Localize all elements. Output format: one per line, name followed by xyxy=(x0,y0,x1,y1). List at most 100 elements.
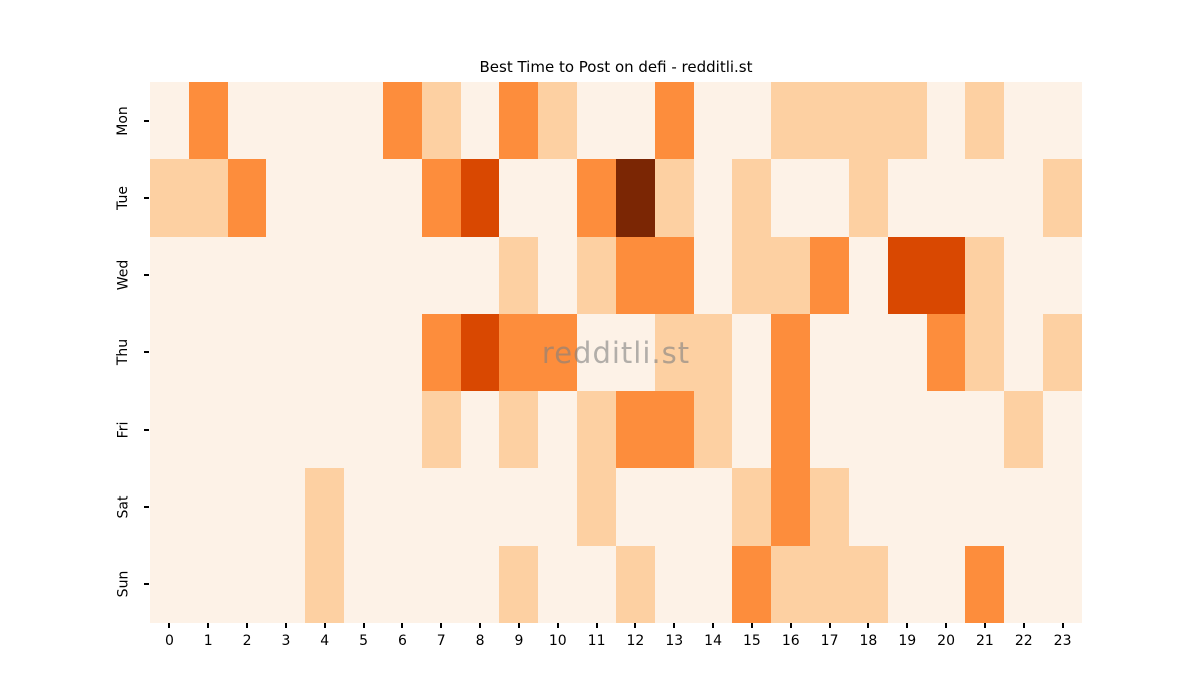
heatmap-cell-Tue-23 xyxy=(1043,159,1082,237)
heatmap-cell-Fri-19 xyxy=(887,391,927,469)
heatmap-cell-Thu-1 xyxy=(188,313,228,392)
heatmap-cell-Sun-9 xyxy=(499,545,539,623)
heatmap-cell-Sat-1 xyxy=(188,468,228,546)
heatmap-cell-Sun-3 xyxy=(266,545,306,623)
heatmap-cell-Thu-14 xyxy=(693,313,733,392)
heatmap-cell-Thu-4 xyxy=(305,313,345,392)
heatmap-cell-Sat-3 xyxy=(266,468,306,546)
heatmap-cell-Tue-5 xyxy=(344,159,383,237)
heatmap-cell-Tue-20 xyxy=(926,159,966,237)
heatmap-cell-Thu-18 xyxy=(848,313,888,392)
heatmap-cell-Sun-1 xyxy=(188,545,228,623)
x-tick-mark xyxy=(849,623,888,628)
heatmap-cell-Thu-3 xyxy=(266,313,306,392)
heatmap-cell-Thu-23 xyxy=(1043,313,1082,392)
y-tick-mark xyxy=(144,546,149,623)
heatmap-cell-Tue-11 xyxy=(577,159,616,237)
heatmap-cell-Thu-2 xyxy=(227,313,267,392)
y-tick-label-text: Fri xyxy=(115,421,131,439)
x-tick-label-15: 15 xyxy=(742,633,761,649)
heatmap-cell-Sat-19 xyxy=(887,468,927,546)
heatmap-cell-Wed-1 xyxy=(188,236,228,314)
x-tick-mark xyxy=(383,623,422,628)
heatmap-cell-Sun-21 xyxy=(965,545,1005,623)
heatmap-cell-Sat-17 xyxy=(810,468,849,546)
heatmap-cell-Tue-1 xyxy=(188,159,228,237)
heatmap-cell-Sun-15 xyxy=(732,545,772,623)
x-tick-label-18: 18 xyxy=(859,633,878,649)
y-tick-label-text: Tue xyxy=(114,185,131,210)
heatmap-cell-Wed-20 xyxy=(926,236,966,314)
heatmap-cell-Wed-6 xyxy=(382,236,422,314)
heatmap-cell-Sat-8 xyxy=(460,468,500,546)
heatmap-cell-Tue-10 xyxy=(538,159,578,237)
x-tick-label-0: 0 xyxy=(164,633,174,649)
x-tick-mark xyxy=(1004,623,1043,628)
x-axis-labels: 0 1 2 3 4 5 6 7 8 9 10 11 12 13 14 15 16 17 18 19 20 21 22 23 xyxy=(150,633,1082,649)
heatmap-cell-Tue-16 xyxy=(771,159,811,237)
heatmap-cell-Sat-18 xyxy=(848,468,888,546)
x-tick-label-5: 5 xyxy=(359,633,369,649)
heatmap-cell-Thu-8 xyxy=(460,313,500,392)
x-tick-label-12: 12 xyxy=(626,633,645,649)
heatmap-cell-Wed-8 xyxy=(460,236,500,314)
heatmap-cell-Thu-11 xyxy=(577,313,616,392)
heatmap-cell-Tue-2 xyxy=(227,159,267,237)
heatmap-cell-Fri-10 xyxy=(538,391,578,469)
heatmap-cell-Sun-8 xyxy=(460,545,500,623)
heatmap-cell-Fri-6 xyxy=(382,391,422,469)
heatmap-cell-Wed-19 xyxy=(887,236,927,314)
heatmap-cell-Mon-7 xyxy=(421,82,461,160)
heatmap-cell-Mon-9 xyxy=(499,82,539,160)
heatmap-cell-Mon-14 xyxy=(693,82,733,160)
heatmap-cell-Thu-22 xyxy=(1004,313,1044,392)
heatmap-cell-Wed-16 xyxy=(771,236,811,314)
heatmap-cell-Sun-16 xyxy=(771,545,811,623)
heatmap-cell-Tue-17 xyxy=(810,159,849,237)
x-tick-mark xyxy=(228,623,267,628)
heatmap-cell-Mon-22 xyxy=(1004,82,1044,160)
heatmap-cell-Tue-19 xyxy=(887,159,927,237)
y-tick-label-Tue: Tue xyxy=(102,159,144,236)
heatmap-cell-Sun-23 xyxy=(1043,545,1082,623)
heatmap-cell-Tue-7 xyxy=(421,159,461,237)
heatmap-cell-Tue-21 xyxy=(965,159,1005,237)
heatmap-cell-Mon-5 xyxy=(344,82,383,160)
x-tick-mark xyxy=(305,623,344,628)
heatmap-cell-Sun-19 xyxy=(887,545,927,623)
heatmap-cell-Sat-20 xyxy=(926,468,966,546)
heatmap-cell-Tue-22 xyxy=(1004,159,1044,237)
y-axis-ticks xyxy=(144,82,149,623)
heatmap-cell-Fri-11 xyxy=(577,391,616,469)
heatmap-cell-Mon-23 xyxy=(1043,82,1082,160)
heatmap-cell-Sun-17 xyxy=(810,545,849,623)
heatmap-cell-Wed-22 xyxy=(1004,236,1044,314)
y-tick-mark xyxy=(144,391,149,468)
heatmap-cell-Mon-1 xyxy=(188,82,228,160)
heatmap-cell-Fri-15 xyxy=(732,391,772,469)
heatmap-cell-Fri-3 xyxy=(266,391,306,469)
heatmap-cell-Tue-0 xyxy=(150,159,189,237)
heatmap-cell-Mon-17 xyxy=(810,82,849,160)
heatmap-cell-Tue-18 xyxy=(848,159,888,237)
x-tick-mark xyxy=(732,623,771,628)
heatmap-cell-Wed-10 xyxy=(538,236,578,314)
y-tick-mark xyxy=(144,314,149,391)
x-tick-label-9: 9 xyxy=(514,633,524,649)
heatmap-cell-Wed-17 xyxy=(810,236,849,314)
heatmap-cell-Sun-18 xyxy=(848,545,888,623)
x-tick-label-17: 17 xyxy=(820,633,839,649)
heatmap-cell-Sat-0 xyxy=(150,468,189,546)
heatmap-cell-Mon-21 xyxy=(965,82,1005,160)
x-tick-mark xyxy=(538,623,577,628)
heatmap-cell-Thu-17 xyxy=(810,313,849,392)
heatmap-cell-Sat-6 xyxy=(382,468,422,546)
x-tick-label-8: 8 xyxy=(475,633,485,649)
heatmap-cell-Mon-8 xyxy=(460,82,500,160)
y-tick-label-Wed: Wed xyxy=(102,237,144,314)
heatmap-cell-Fri-18 xyxy=(848,391,888,469)
heatmap-cell-Fri-12 xyxy=(615,391,655,469)
heatmap-cell-Sat-10 xyxy=(538,468,578,546)
heatmap-cell-Wed-9 xyxy=(499,236,539,314)
